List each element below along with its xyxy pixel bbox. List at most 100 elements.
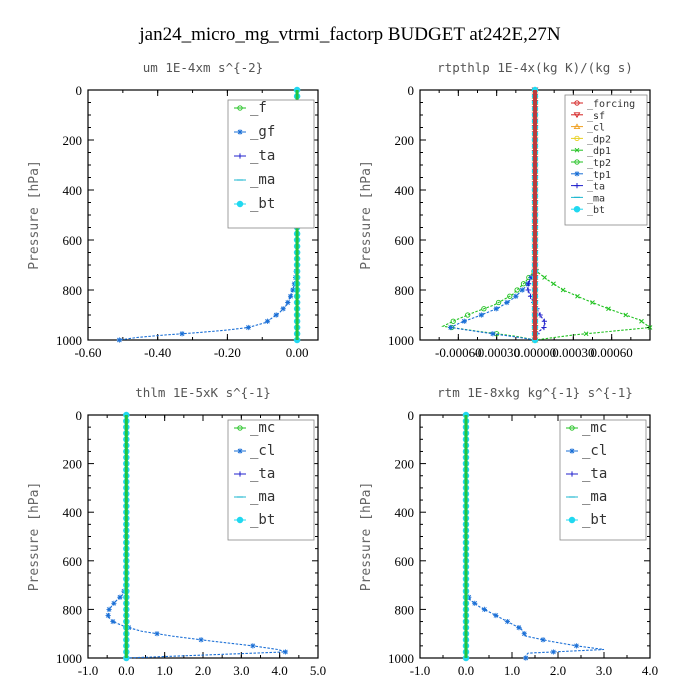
x-tick-label: 2.0 bbox=[550, 663, 566, 678]
x-tick-label: -0.60 bbox=[74, 345, 101, 360]
series-tp2 bbox=[441, 87, 538, 343]
data-point bbox=[560, 287, 566, 293]
data-point bbox=[493, 306, 499, 312]
data-point bbox=[504, 618, 510, 625]
x-tick-label: 1.0 bbox=[157, 663, 173, 678]
data-point bbox=[105, 612, 111, 619]
x-tick-label: -1.0 bbox=[410, 663, 431, 678]
data-point bbox=[504, 299, 510, 306]
legend-label: _bt bbox=[250, 196, 275, 212]
legend-label: _ma bbox=[582, 489, 607, 505]
legend-marker bbox=[569, 471, 575, 477]
series-tp1 bbox=[448, 87, 538, 343]
legend-box bbox=[227, 99, 315, 229]
x-tick-label: -0.00030 bbox=[473, 345, 520, 360]
data-point bbox=[273, 312, 279, 318]
y-tick-label: 1000 bbox=[56, 651, 82, 666]
data-point bbox=[106, 606, 112, 612]
legend-marker bbox=[237, 153, 243, 159]
legend-label: _mc bbox=[250, 420, 275, 436]
x-tick-label: 2.0 bbox=[195, 663, 211, 678]
data-point bbox=[290, 287, 296, 293]
y-tick-label: 400 bbox=[63, 505, 83, 520]
data-point bbox=[523, 655, 529, 661]
data-point bbox=[647, 325, 653, 330]
x-tick-label: 1.0 bbox=[504, 663, 520, 678]
data-point bbox=[526, 281, 532, 287]
y-tick-label: 600 bbox=[63, 554, 83, 569]
data-point bbox=[461, 318, 467, 324]
x-tick-label: 0.00060 bbox=[591, 345, 633, 360]
legend-marker bbox=[574, 100, 580, 106]
y-tick-label: 200 bbox=[63, 133, 83, 148]
legend-label: _mc bbox=[582, 420, 607, 436]
data-point bbox=[481, 606, 487, 612]
x-tick-label: 0.00000 bbox=[514, 345, 556, 360]
y-tick-label: 400 bbox=[395, 183, 415, 198]
legend-label: _cl bbox=[582, 443, 607, 459]
legend-marker bbox=[236, 200, 244, 208]
data-point bbox=[116, 337, 122, 343]
y-tick-label: 1000 bbox=[388, 333, 414, 348]
data-point bbox=[542, 275, 547, 280]
data-point bbox=[117, 594, 123, 600]
legend-label: _sf bbox=[587, 111, 605, 122]
legend-label: _ta bbox=[587, 182, 605, 193]
data-point bbox=[521, 631, 527, 637]
data-point bbox=[525, 287, 531, 293]
x-tick-label: 0.00 bbox=[286, 345, 309, 360]
data-point bbox=[282, 649, 289, 655]
y-tick-label: 1000 bbox=[388, 651, 414, 666]
legend-marker bbox=[237, 425, 243, 431]
y-axis-label: Pressure [hPa] bbox=[359, 160, 374, 270]
data-point bbox=[245, 324, 251, 331]
series-line bbox=[534, 90, 652, 341]
chart-panel-1: um 1E-4xm s^{-2} Pressure [hPa] 0 200 400 600… bbox=[27, 60, 319, 360]
legend-label: _tp1 bbox=[587, 170, 611, 181]
legend-marker bbox=[237, 448, 243, 454]
x-tick-label: -1.0 bbox=[78, 663, 99, 678]
y-tick-label: 200 bbox=[395, 133, 415, 148]
data-point bbox=[179, 331, 185, 337]
legend-marker bbox=[237, 105, 243, 111]
data-point bbox=[541, 324, 547, 331]
data-point bbox=[490, 331, 496, 337]
y-tick-label: 0 bbox=[76, 408, 83, 423]
x-tick-label: 3.0 bbox=[596, 663, 612, 678]
figure-title: jan24_micro_mg_vtrmi_factorp BUDGET at24… bbox=[138, 24, 561, 45]
legend-marker bbox=[237, 471, 243, 477]
legend-marker bbox=[574, 135, 580, 142]
legend-marker bbox=[569, 448, 575, 454]
y-tick-label: 0 bbox=[76, 83, 83, 98]
legend-marker bbox=[574, 159, 580, 165]
data-point bbox=[478, 312, 484, 318]
data-point bbox=[465, 312, 471, 318]
data-point bbox=[623, 312, 629, 318]
series-line bbox=[441, 90, 536, 341]
data-point bbox=[516, 625, 522, 631]
data-point bbox=[450, 318, 456, 324]
chart-panel-4: rtm 1E-8xkg kg^{-1} s^{-1} Pressure [hPa]… bbox=[359, 385, 658, 678]
x-tick-label: 4.0 bbox=[272, 663, 288, 678]
y-tick-label: 400 bbox=[395, 505, 415, 520]
x-tick-label: 5.0 bbox=[310, 663, 326, 678]
y-tick-label: 0 bbox=[408, 83, 415, 98]
panel-title: rtm 1E-8xkg kg^{-1} s^{-1} bbox=[437, 385, 633, 400]
data-point bbox=[264, 318, 271, 324]
data-point bbox=[110, 618, 116, 625]
y-tick-label: 200 bbox=[395, 457, 415, 472]
data-point bbox=[519, 287, 525, 293]
data-point bbox=[590, 300, 595, 305]
y-axis-label: Pressure [hPa] bbox=[359, 482, 374, 592]
data-point bbox=[514, 287, 520, 293]
legend-label: _ta bbox=[582, 466, 607, 482]
legend-label: _f bbox=[250, 100, 267, 116]
data-point bbox=[639, 318, 644, 324]
data-point bbox=[472, 600, 478, 606]
y-tick-label: 200 bbox=[63, 457, 83, 472]
legend-marker bbox=[237, 129, 243, 135]
data-point bbox=[575, 293, 580, 299]
legend-label: _ma bbox=[250, 172, 275, 188]
y-tick-label: 600 bbox=[63, 233, 83, 248]
data-point bbox=[154, 631, 160, 637]
